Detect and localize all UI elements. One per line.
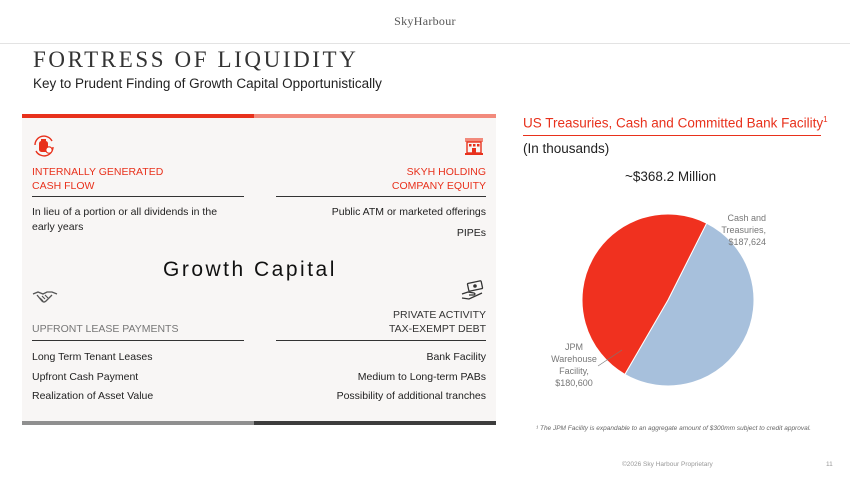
chart-total: ~$368.2 Million [625,169,717,184]
q1-heading-line-1: INTERNALLY GENERATED [32,166,164,178]
q1-heading-line-2: CASH FLOW [32,180,95,192]
chart-title-footnote-marker: 1 [823,115,828,124]
q3-item: Long Term Tenant Leases [32,351,153,363]
q4-heading-line-1: PRIVATE ACTIVITY [393,309,486,321]
q1-line-2: early years [32,221,84,233]
building-icon [465,138,483,155]
q2-line-2: PIPEs [456,227,486,239]
page-number: 11 [826,461,833,468]
q4-heading: PRIVATE ACTIVITY TAX-EXEMPT DEBT [300,308,486,336]
panel-bottom-bar-right [254,421,496,425]
q1-description: In lieu of a portion or all dividends in… [32,205,217,235]
pie-label-cash-line: Cash and [727,213,766,223]
q2-heading: SKYH HOLDING COMPANY EQUITY [300,165,486,193]
q2-line-1: Public ATM or marketed offerings [331,206,486,218]
pie-slice-cash [624,222,755,387]
growth-capital-panel [22,114,496,425]
pie-label-jpm: JPM Warehouse Facility, $180,600 [534,341,614,389]
pie-slice-jpm [581,213,708,376]
growth-capital-label: Growth Capital [163,258,337,281]
handshake-icon [32,291,58,303]
q3-heading: UPFRONT LEASE PAYMENTS [32,323,179,335]
pie-label-jpm-line: Warehouse [551,354,597,364]
q2-heading-line-2: COMPANY EQUITY [391,180,486,192]
panel-bottom-bar-left [22,421,254,425]
q2-heading-line-1: SKYH HOLDING [406,166,486,178]
q4-heading-line-2: TAX-EXEMPT DEBT [388,323,486,335]
chart-title-text: US Treasuries, Cash and Committed Bank F… [523,115,824,131]
chart-unit: (In thousands) [523,141,610,156]
pie-label-jpm-line: Facility, [559,366,589,376]
chart-title-divider [523,135,821,136]
q4-item: Medium to Long-term PABs [357,370,486,383]
page-title: FORTRESS OF LIQUIDITY [33,47,359,72]
pie-label-jpm-value: $180,600 [555,378,593,388]
pie-label-cash-value: $187,624 [728,237,766,247]
company-logo: SkyHarbour [394,14,456,28]
hand-cash-icon [461,280,484,300]
q3-list: Long Term Tenant Leases Upfront Cash Pay… [32,348,153,407]
panel-top-bar-right [254,114,496,118]
chart-title: US Treasuries, Cash and Committed Bank F… [523,115,828,131]
q3-item: Realization of Asset Value [32,390,154,402]
q4-divider [276,340,486,341]
panel-top-bar-left [22,114,254,118]
q1-line-1: In lieu of a portion or all dividends in… [32,206,218,218]
q4-item: Possibility of additional tranches [336,390,486,402]
money-bag-icon [34,135,54,157]
q3-item: Upfront Cash Payment [32,370,139,383]
chart-footnote: ¹ The JPM Facility is expandable to an a… [536,425,811,432]
q2-divider [276,196,486,197]
q2-description: Public ATM or marketed offerings PIPEs [276,205,486,241]
q4-list: Bank Facility Medium to Long-term PABs P… [276,348,486,407]
jpm-leader-line [597,349,623,367]
q1-divider [32,196,244,197]
footer-copyright: ©2026 Sky Harbour Proprietary [622,461,713,468]
q4-item: Bank Facility [426,351,486,363]
pie-label-jpm-line: JPM [565,342,583,352]
q1-heading: INTERNALLY GENERATED CASH FLOW [32,165,163,193]
page-subtitle: Key to Prudent Finding of Growth Capital… [33,76,382,91]
pie-label-cash-line: Treasuries, [721,225,766,235]
pie-label-cash: Cash and Treasuries, $187,624 [700,212,766,248]
q3-divider [32,340,244,341]
header-divider [0,43,850,44]
